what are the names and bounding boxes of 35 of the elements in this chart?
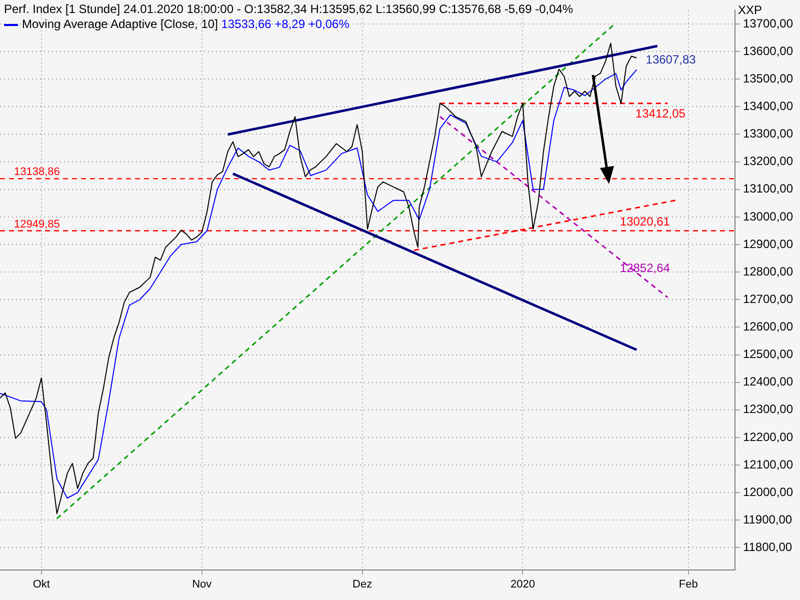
y-tick-label: 12200,00 xyxy=(742,430,794,444)
y-tick-label: 12700,00 xyxy=(742,292,794,306)
legend-label: Moving Average Adaptive [Close, 10] xyxy=(22,17,219,31)
y-tick-label: 13200,00 xyxy=(742,154,794,168)
y-tick-label: 13100,00 xyxy=(742,182,794,196)
y-tick-label: 13500,00 xyxy=(742,71,794,86)
y-tick-label: 12500,00 xyxy=(742,347,794,362)
y-tick-label: 12400,00 xyxy=(742,374,794,389)
y-tick-label: 12800,00 xyxy=(742,264,794,278)
annotation: 12852,64 xyxy=(620,260,670,275)
y-tick-label: 12300,00 xyxy=(742,402,794,416)
y-tick-label: 12000,00 xyxy=(742,484,794,499)
x-tick-label: Okt xyxy=(32,578,50,590)
y-tick-label: 12900,00 xyxy=(742,236,794,251)
y-tick-label: 13000,00 xyxy=(742,209,794,224)
y-axis-title: XXP xyxy=(738,3,762,17)
y-tick-label: 11900,00 xyxy=(742,512,792,526)
y-tick-label: 13600,00 xyxy=(742,44,794,58)
y-tick-label: 12600,00 xyxy=(742,320,794,334)
x-tick-label: Nov xyxy=(192,578,212,590)
x-tick-label: Dez xyxy=(352,578,372,590)
x-tick-label: 2020 xyxy=(510,578,535,590)
y-tick-label: 11800,00 xyxy=(742,540,792,554)
annotation: 13533,66 +8,29 +0,06% xyxy=(221,17,350,31)
x-tick-label: Feb xyxy=(678,578,698,590)
y-tick-label: 13700,00 xyxy=(742,16,794,30)
ref-line-label: 12949,85 xyxy=(14,218,60,230)
annotation: 13607,83 xyxy=(646,52,696,67)
y-tick-label: 12100,00 xyxy=(742,457,794,472)
ref-line-label: 13138,86 xyxy=(14,166,60,178)
y-tick-label: 13300,00 xyxy=(742,126,794,141)
annotation: 13020,61 xyxy=(620,214,670,229)
y-tick-label: 13400,00 xyxy=(742,98,794,113)
annotation: 13412,05 xyxy=(635,106,686,121)
chart-title: Perf. Index [1 Stunde] 24.01.2020 18:00:00 - O:13582,34 H:13595,62 L:13560,99 C:13576,68 -5,69 -0,04% xyxy=(4,2,574,17)
